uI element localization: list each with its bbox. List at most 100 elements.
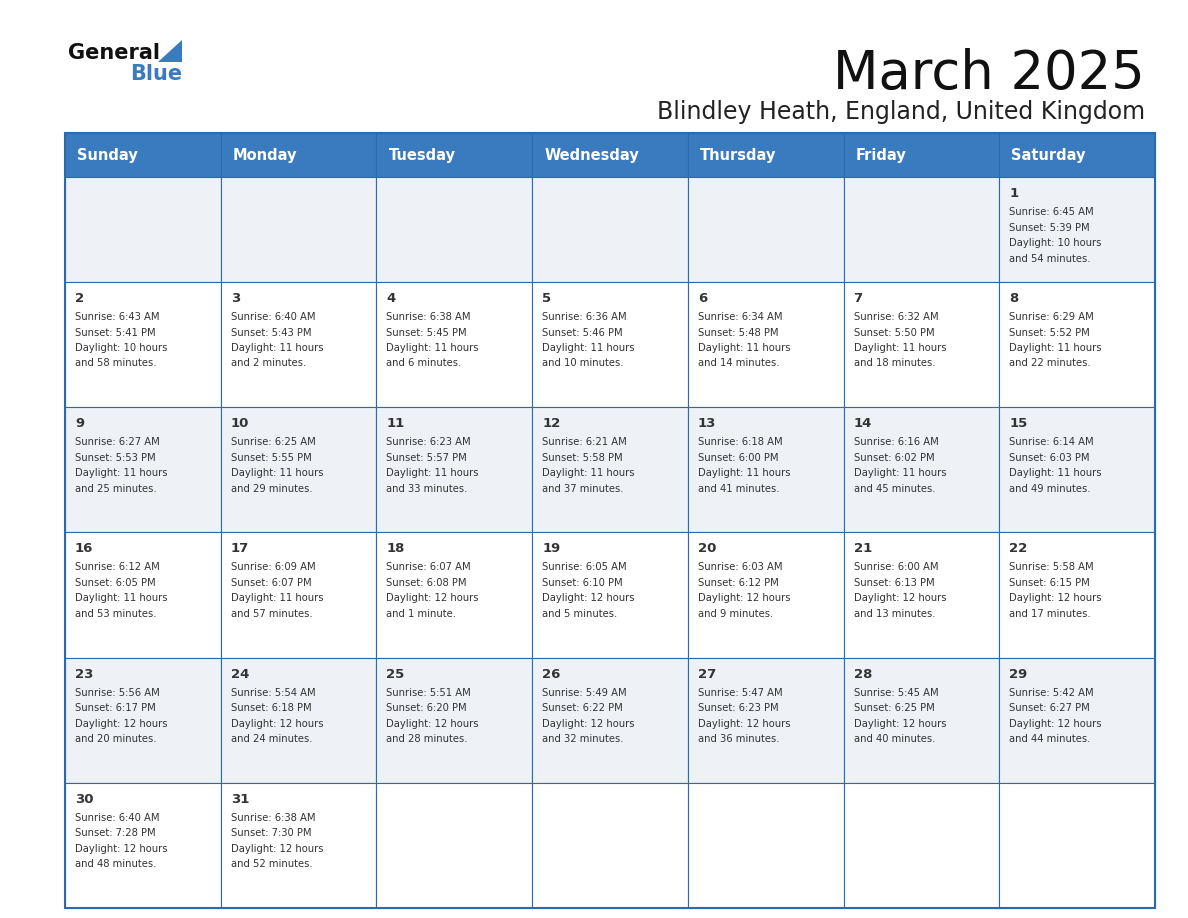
Text: 14: 14 <box>853 417 872 431</box>
Text: Sunset: 5:52 PM: Sunset: 5:52 PM <box>1010 328 1091 338</box>
Text: Sunrise: 6:03 AM: Sunrise: 6:03 AM <box>697 563 783 573</box>
Text: Sunday: Sunday <box>77 148 138 162</box>
Text: Sunset: 5:48 PM: Sunset: 5:48 PM <box>697 328 778 338</box>
Text: 3: 3 <box>230 292 240 305</box>
Text: Sunrise: 6:05 AM: Sunrise: 6:05 AM <box>542 563 627 573</box>
Bar <box>843 657 999 783</box>
Bar <box>221 177 377 282</box>
Bar <box>688 282 843 408</box>
Bar <box>999 532 1155 657</box>
Text: and 2 minutes.: and 2 minutes. <box>230 359 307 368</box>
Text: and 25 minutes.: and 25 minutes. <box>75 484 157 494</box>
Text: Daylight: 11 hours: Daylight: 11 hours <box>230 343 323 353</box>
Text: Sunrise: 5:54 AM: Sunrise: 5:54 AM <box>230 688 315 698</box>
Bar <box>65 532 221 657</box>
Text: 18: 18 <box>386 543 405 555</box>
Bar <box>221 408 377 532</box>
Polygon shape <box>158 40 182 62</box>
Text: Daylight: 11 hours: Daylight: 11 hours <box>542 343 634 353</box>
Text: Sunrise: 6:25 AM: Sunrise: 6:25 AM <box>230 437 316 447</box>
Text: 25: 25 <box>386 667 405 680</box>
Text: Daylight: 11 hours: Daylight: 11 hours <box>386 468 479 478</box>
Text: Sunset: 6:15 PM: Sunset: 6:15 PM <box>1010 578 1091 588</box>
Text: Sunset: 5:58 PM: Sunset: 5:58 PM <box>542 453 623 463</box>
Text: Sunrise: 6:14 AM: Sunrise: 6:14 AM <box>1010 437 1094 447</box>
Text: Monday: Monday <box>233 148 297 162</box>
Bar <box>221 783 377 908</box>
Text: Daylight: 11 hours: Daylight: 11 hours <box>230 468 323 478</box>
Bar <box>999 282 1155 408</box>
Text: and 29 minutes.: and 29 minutes. <box>230 484 312 494</box>
Text: Sunrise: 5:49 AM: Sunrise: 5:49 AM <box>542 688 627 698</box>
Bar <box>843 783 999 908</box>
Text: Daylight: 11 hours: Daylight: 11 hours <box>386 343 479 353</box>
Text: Daylight: 11 hours: Daylight: 11 hours <box>542 468 634 478</box>
Bar <box>377 657 532 783</box>
Text: Daylight: 12 hours: Daylight: 12 hours <box>1010 593 1101 603</box>
Text: Daylight: 12 hours: Daylight: 12 hours <box>75 844 168 854</box>
Text: and 13 minutes.: and 13 minutes. <box>853 609 935 619</box>
Bar <box>999 408 1155 532</box>
Bar <box>221 133 377 177</box>
Text: Sunset: 5:53 PM: Sunset: 5:53 PM <box>75 453 156 463</box>
Bar <box>65 177 221 282</box>
Text: Sunset: 6:10 PM: Sunset: 6:10 PM <box>542 578 623 588</box>
Text: Sunset: 5:46 PM: Sunset: 5:46 PM <box>542 328 623 338</box>
Text: Sunrise: 6:29 AM: Sunrise: 6:29 AM <box>1010 312 1094 322</box>
Text: Sunset: 6:00 PM: Sunset: 6:00 PM <box>697 453 778 463</box>
Text: Sunrise: 6:07 AM: Sunrise: 6:07 AM <box>386 563 472 573</box>
Text: and 18 minutes.: and 18 minutes. <box>853 359 935 368</box>
Bar <box>377 783 532 908</box>
Bar <box>65 408 221 532</box>
Text: Sunrise: 6:21 AM: Sunrise: 6:21 AM <box>542 437 627 447</box>
Text: and 57 minutes.: and 57 minutes. <box>230 609 312 619</box>
Bar <box>688 783 843 908</box>
Text: 2: 2 <box>75 292 84 305</box>
Text: and 22 minutes.: and 22 minutes. <box>1010 359 1091 368</box>
Text: 5: 5 <box>542 292 551 305</box>
Bar <box>688 532 843 657</box>
Text: 11: 11 <box>386 417 405 431</box>
Text: Tuesday: Tuesday <box>388 148 455 162</box>
Text: 19: 19 <box>542 543 561 555</box>
Bar <box>843 408 999 532</box>
Text: Sunrise: 5:51 AM: Sunrise: 5:51 AM <box>386 688 472 698</box>
Text: 29: 29 <box>1010 667 1028 680</box>
Text: Sunset: 5:55 PM: Sunset: 5:55 PM <box>230 453 311 463</box>
Text: 27: 27 <box>697 667 716 680</box>
Text: 1: 1 <box>1010 187 1018 200</box>
Text: and 24 minutes.: and 24 minutes. <box>230 734 312 744</box>
Bar <box>843 133 999 177</box>
Bar <box>688 657 843 783</box>
Text: Daylight: 12 hours: Daylight: 12 hours <box>386 719 479 729</box>
Text: Sunset: 6:22 PM: Sunset: 6:22 PM <box>542 703 623 713</box>
Bar <box>377 282 532 408</box>
Text: 4: 4 <box>386 292 396 305</box>
Text: Daylight: 12 hours: Daylight: 12 hours <box>230 719 323 729</box>
Text: 31: 31 <box>230 793 249 806</box>
Text: Saturday: Saturday <box>1011 148 1086 162</box>
Text: Sunset: 7:30 PM: Sunset: 7:30 PM <box>230 828 311 838</box>
Text: Sunset: 5:41 PM: Sunset: 5:41 PM <box>75 328 156 338</box>
Text: Sunset: 7:28 PM: Sunset: 7:28 PM <box>75 828 156 838</box>
Text: and 58 minutes.: and 58 minutes. <box>75 359 157 368</box>
Bar <box>843 532 999 657</box>
Text: Sunrise: 6:09 AM: Sunrise: 6:09 AM <box>230 563 315 573</box>
Bar <box>221 657 377 783</box>
Text: Thursday: Thursday <box>700 148 776 162</box>
Text: 13: 13 <box>697 417 716 431</box>
Bar <box>377 177 532 282</box>
Text: Sunset: 6:25 PM: Sunset: 6:25 PM <box>853 703 934 713</box>
Text: Sunrise: 5:58 AM: Sunrise: 5:58 AM <box>1010 563 1094 573</box>
Bar <box>688 177 843 282</box>
Bar <box>65 133 1155 908</box>
Text: Blindley Heath, England, United Kingdom: Blindley Heath, England, United Kingdom <box>657 100 1145 124</box>
Text: 20: 20 <box>697 543 716 555</box>
Bar <box>843 177 999 282</box>
Bar <box>843 282 999 408</box>
Text: 9: 9 <box>75 417 84 431</box>
Text: Daylight: 11 hours: Daylight: 11 hours <box>697 468 790 478</box>
Text: Sunrise: 6:40 AM: Sunrise: 6:40 AM <box>230 312 315 322</box>
Bar <box>532 133 688 177</box>
Text: Daylight: 10 hours: Daylight: 10 hours <box>1010 238 1101 248</box>
